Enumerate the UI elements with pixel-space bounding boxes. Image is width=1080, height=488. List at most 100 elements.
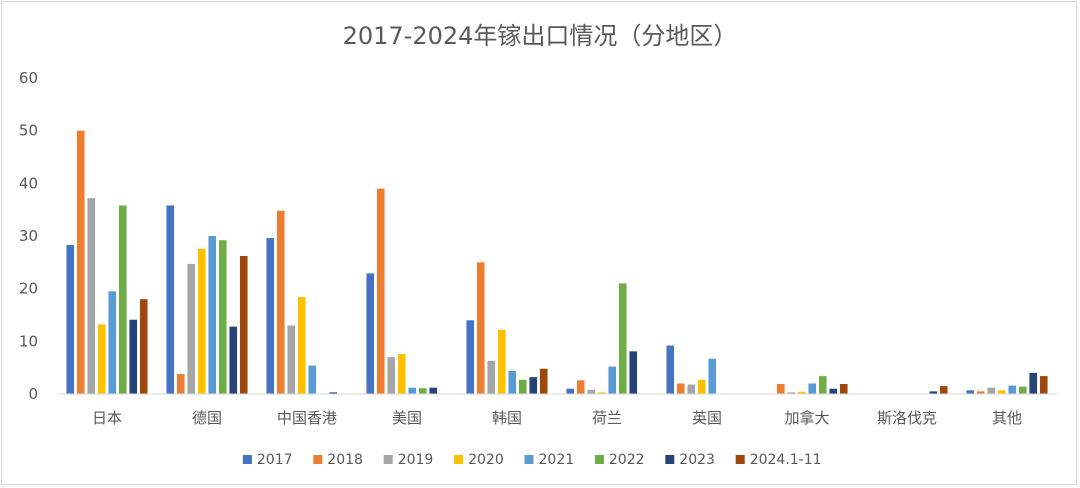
legend-swatch: [454, 455, 464, 464]
y-tick-label: 30: [19, 227, 38, 245]
bar: [966, 390, 975, 394]
legend-swatch: [383, 455, 393, 464]
bar: [566, 388, 575, 394]
bar: [87, 198, 96, 394]
bar: [1029, 372, 1038, 394]
bar: [818, 376, 827, 394]
bar: [266, 238, 275, 394]
legend-swatch: [242, 455, 252, 464]
bar: [587, 389, 596, 394]
bar: [108, 291, 117, 394]
y-tick-label: 0: [28, 385, 38, 403]
bar: [1018, 386, 1027, 394]
bar: [997, 390, 1006, 394]
legend: 2017 2018 2019 2020 2021 2022 2023 2024.1-11: [242, 452, 822, 468]
bar: [166, 205, 175, 394]
bar: [466, 320, 475, 394]
x-tick-label: 中国香港: [277, 409, 337, 427]
bar: [687, 384, 696, 394]
bar: [518, 379, 527, 394]
legend-label: 2018: [327, 452, 363, 468]
bar: [808, 383, 817, 394]
bar: [239, 256, 248, 394]
legend-label: 2022: [609, 452, 645, 468]
bars-group: [66, 130, 1048, 395]
x-tick-label: 美国: [392, 409, 422, 427]
bar: [797, 391, 806, 394]
x-axis: 日本 德国 中国香港 美国 韩国 荷兰 英国 加拿大 斯洛伐克 其他: [92, 409, 1022, 427]
bar: [176, 373, 185, 394]
bar: [276, 210, 285, 394]
bar: [139, 299, 148, 394]
bar: [287, 325, 296, 394]
legend-label: 2017: [257, 452, 293, 468]
x-tick-label: 日本: [92, 409, 122, 427]
bar: [487, 360, 496, 394]
chart-title: 2017-2024年镓出口情况（分地区）: [343, 22, 738, 50]
bar: [987, 387, 996, 394]
bar: [187, 263, 196, 394]
bar: [308, 365, 317, 394]
bar: [129, 319, 138, 394]
bar: [697, 379, 706, 394]
x-tick-label: 其他: [992, 409, 1022, 427]
bar: [229, 326, 238, 394]
bar: [576, 380, 585, 394]
bar: [97, 324, 106, 394]
legend-label: 2020: [468, 452, 504, 468]
y-tick-label: 20: [19, 280, 38, 298]
bar: [497, 329, 506, 394]
bar: [408, 387, 417, 394]
legend-label: 2024.1-11: [750, 452, 822, 468]
bar: [66, 244, 75, 394]
bar: [1008, 385, 1017, 394]
bar: [787, 392, 796, 394]
x-tick-label: 英国: [692, 409, 722, 427]
bar: [387, 357, 396, 394]
bar: [929, 391, 938, 394]
bar: [708, 358, 717, 394]
x-tick-label: 加拿大: [784, 409, 829, 427]
bar: [218, 240, 227, 394]
legend-swatch: [524, 455, 534, 464]
bar: [297, 297, 306, 394]
bar: [1039, 376, 1048, 394]
bar: [939, 386, 948, 394]
x-tick-label: 德国: [192, 409, 222, 427]
bar: [476, 262, 485, 394]
bar: [529, 377, 538, 394]
bar: [397, 353, 406, 394]
bar: [839, 383, 848, 394]
bar: [418, 388, 427, 394]
bar: [666, 345, 675, 394]
bar: [508, 370, 517, 394]
y-tick-label: 50: [19, 122, 38, 140]
bar: [618, 283, 627, 394]
y-tick-label: 10: [19, 332, 38, 350]
bar: [539, 368, 548, 394]
legend-label: 2023: [679, 452, 715, 468]
bar: [197, 248, 206, 394]
bar: [429, 387, 438, 394]
bar: [118, 205, 127, 394]
legend-swatch: [735, 455, 745, 464]
legend-swatch: [594, 455, 604, 464]
bar: [329, 392, 338, 394]
bar: [608, 366, 617, 394]
bar: [829, 388, 838, 394]
bar: [208, 236, 217, 394]
y-tick-label: 60: [19, 69, 38, 87]
legend-swatch: [313, 455, 323, 464]
legend-label: 2019: [398, 452, 434, 468]
bar: [629, 351, 638, 394]
bar: [776, 383, 785, 394]
bar: [376, 188, 385, 394]
x-tick-label: 荷兰: [592, 409, 622, 427]
bar: [366, 273, 375, 394]
bar: [976, 391, 985, 394]
bar: [597, 392, 606, 394]
x-tick-label: 斯洛伐克: [877, 409, 937, 427]
y-tick-label: 40: [19, 174, 38, 192]
